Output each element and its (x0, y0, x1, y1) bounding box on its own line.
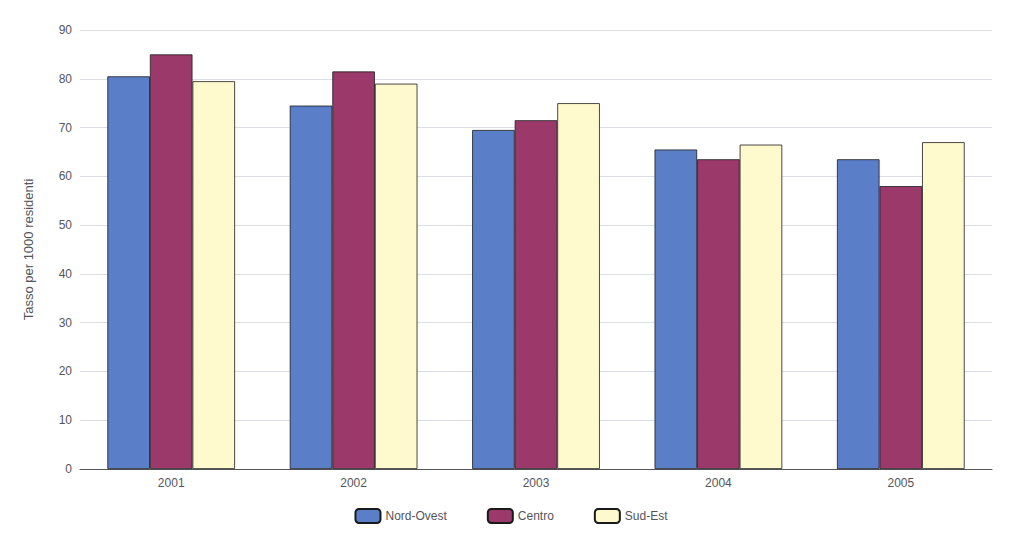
svg-text:30: 30 (59, 316, 73, 330)
svg-text:Nord-Ovest: Nord-Ovest (385, 509, 447, 523)
svg-text:2005: 2005 (887, 476, 914, 490)
svg-text:20: 20 (59, 364, 73, 378)
svg-text:90: 90 (59, 23, 73, 37)
svg-text:0: 0 (65, 462, 72, 476)
svg-text:2002: 2002 (340, 476, 367, 490)
svg-text:Tasso per 1000 residenti: Tasso per 1000 residenti (21, 179, 36, 321)
svg-text:2004: 2004 (705, 476, 732, 490)
svg-text:10: 10 (59, 413, 73, 427)
svg-text:60: 60 (59, 169, 73, 183)
svg-text:2001: 2001 (158, 476, 185, 490)
svg-text:2003: 2003 (523, 476, 550, 490)
svg-text:Sud-Est: Sud-Est (625, 509, 668, 523)
svg-text:Centro: Centro (518, 509, 554, 523)
svg-text:80: 80 (59, 72, 73, 86)
svg-text:70: 70 (59, 121, 73, 135)
svg-text:40: 40 (59, 267, 73, 281)
svg-text:50: 50 (59, 218, 73, 232)
